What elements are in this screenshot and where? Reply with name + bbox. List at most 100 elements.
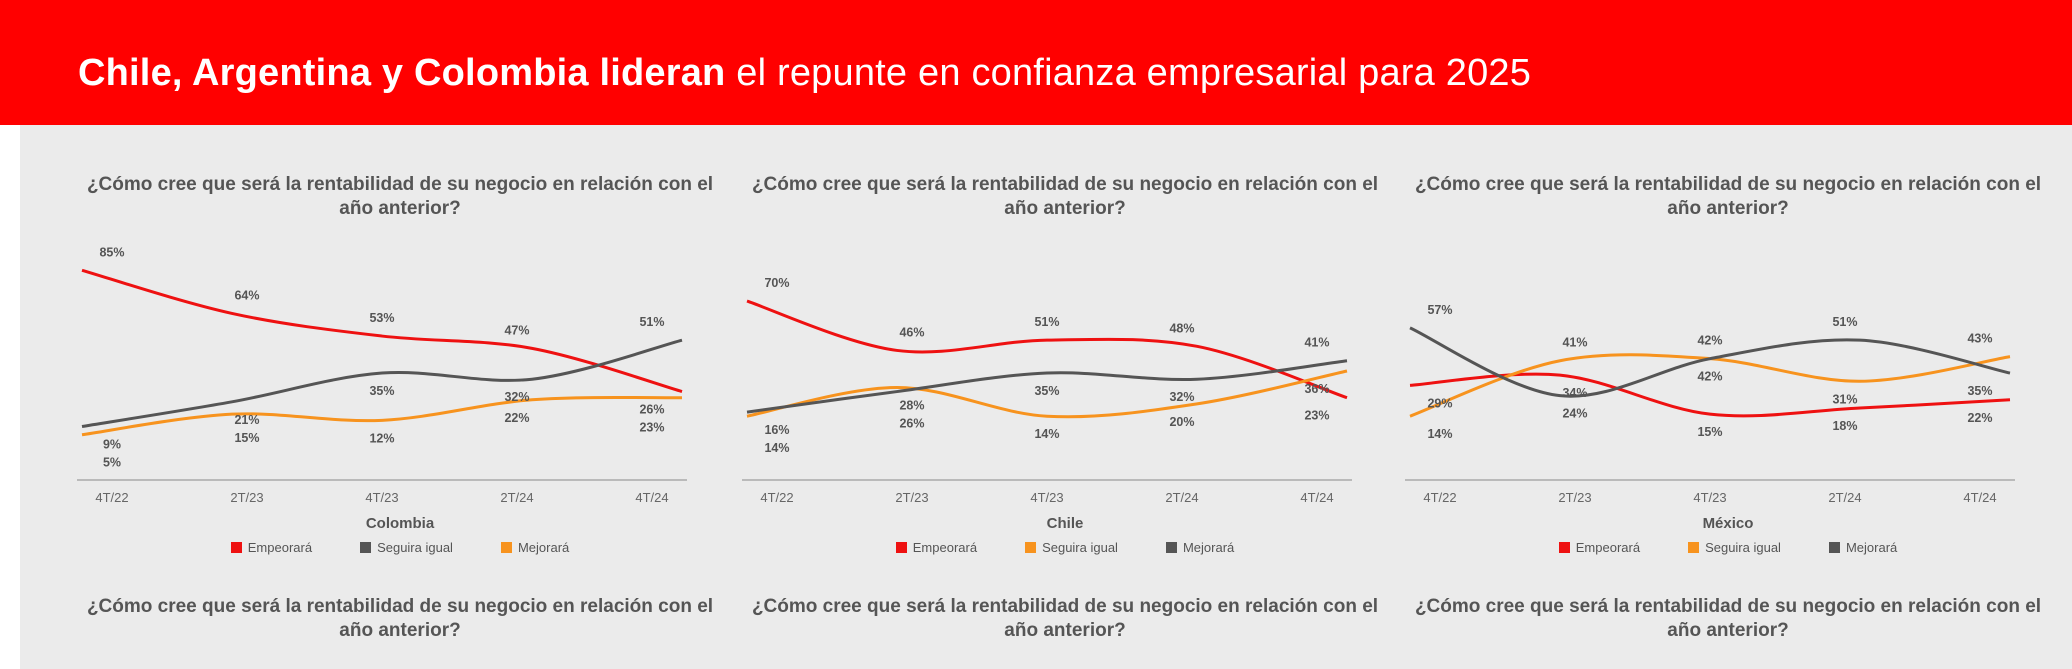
page-title: Chile, Argentina y Colombia lideran el r… xyxy=(78,52,1531,95)
series-line-1 xyxy=(81,338,683,428)
legend-item: Mejorará xyxy=(1828,540,1898,555)
legend: Empeorará Seguira igual Mejorará xyxy=(60,540,740,555)
legend-label: Mejorará xyxy=(1182,540,1235,555)
data-label: 16% xyxy=(764,423,789,437)
chart-title: ¿Cómo cree que será la rentabilidad de s… xyxy=(1414,174,2042,219)
data-label: 70% xyxy=(764,276,789,290)
data-label: 85% xyxy=(99,245,124,259)
legend-swatch xyxy=(1828,542,1840,553)
legend-swatch xyxy=(1165,542,1177,553)
legend-swatch xyxy=(230,542,242,553)
line-chart: 4T/22 2T/23 4T/23 2T/24 4T/24 70% 16% 14% 46% 28%… xyxy=(742,276,1352,505)
x-tick-label: 4T/23 xyxy=(1693,490,1726,505)
legend-label: Seguira igual xyxy=(1042,540,1118,555)
legend-swatch xyxy=(500,542,512,553)
data-label: 14% xyxy=(1427,427,1452,441)
x-tick-label: 2T/23 xyxy=(895,490,928,505)
data-label: 51% xyxy=(1832,315,1857,329)
legend-item: Empeorará xyxy=(230,540,313,555)
data-label: 14% xyxy=(1034,427,1059,441)
data-label: 15% xyxy=(1697,425,1722,439)
legend: Empeorará Seguira igual Mejorará xyxy=(725,540,1405,555)
series-line-2 xyxy=(81,395,683,437)
data-label: 5% xyxy=(103,456,121,470)
chart-title: ¿Cómo cree que será la rentabilidad de s… xyxy=(86,174,714,219)
legend-swatch xyxy=(360,542,372,553)
data-label: 35% xyxy=(369,384,394,398)
data-label: 41% xyxy=(1562,336,1587,350)
legend: Empeorará Seguira igual Mejorará xyxy=(1388,540,2068,555)
x-tick-label: 2T/23 xyxy=(230,490,263,505)
legend-swatch xyxy=(1688,542,1700,553)
country-label: Chile xyxy=(1046,515,1084,532)
legend-label: Empeorará xyxy=(247,540,313,555)
header-banner: Chile, Argentina y Colombia lideran el r… xyxy=(0,0,2072,125)
data-label: 18% xyxy=(1832,419,1857,433)
series-line-1 xyxy=(1409,353,2011,418)
data-label: 34% xyxy=(1562,386,1587,400)
data-label: 51% xyxy=(1034,315,1059,329)
legend-item: Seguira igual xyxy=(360,540,453,555)
data-label: 42% xyxy=(1697,334,1722,348)
data-label: 47% xyxy=(504,323,529,337)
legend-label: Seguira igual xyxy=(377,540,453,555)
data-label: 42% xyxy=(1697,370,1722,384)
data-label: 46% xyxy=(899,325,924,339)
chart-mexico: ¿Cómo cree que será la rentabilidad de s… xyxy=(1388,125,2068,669)
series-line-2 xyxy=(746,359,1348,414)
data-label: 14% xyxy=(764,441,789,455)
legend-item: Seguira igual xyxy=(1025,540,1118,555)
data-label: 26% xyxy=(899,416,924,430)
legend-swatch xyxy=(1025,542,1037,553)
series-line-2 xyxy=(1409,326,2011,398)
data-label: 22% xyxy=(1967,411,1992,425)
legend-swatch xyxy=(895,542,907,553)
data-label: 26% xyxy=(639,403,664,417)
line-chart: 4T/22 2T/23 4T/23 2T/24 4T/24 85% 9% 5% 64% 21% 15… xyxy=(77,245,687,505)
series-line-0 xyxy=(746,299,1348,400)
data-label: 23% xyxy=(1304,409,1329,423)
data-label: 51% xyxy=(639,315,664,329)
x-tick-label: 4T/22 xyxy=(95,490,128,505)
data-label: 35% xyxy=(1034,384,1059,398)
data-label: 64% xyxy=(234,288,259,302)
data-label: 24% xyxy=(1562,407,1587,421)
legend-label: Empeorará xyxy=(1575,540,1641,555)
bottom-chart-title: ¿Cómo cree que será la rentabilidad de s… xyxy=(86,596,714,641)
line-chart: 4T/22 2T/23 4T/23 2T/24 4T/24 57% 29% 14% 41% 34%… xyxy=(1405,303,2015,505)
legend-item: Empeorará xyxy=(895,540,977,555)
x-tick-label: 4T/22 xyxy=(1423,490,1456,505)
x-tick-label: 4T/24 xyxy=(1300,490,1333,505)
legend-item: Mejorará xyxy=(500,540,570,555)
data-label: 53% xyxy=(369,311,394,325)
x-tick-label: 2T/24 xyxy=(500,490,533,505)
data-label: 48% xyxy=(1169,321,1194,335)
data-label: 9% xyxy=(103,438,121,452)
legend-label: Mejorará xyxy=(1845,540,1898,555)
legend-item: Mejorará xyxy=(1165,540,1235,555)
data-label: 12% xyxy=(369,431,394,445)
title-rest: el repunte en confianza empresarial para… xyxy=(725,52,1532,94)
charts-panel: ¿Cómo cree que será la rentabilidad de s… xyxy=(20,125,2072,669)
data-label: 32% xyxy=(504,390,529,404)
bottom-chart-title: ¿Cómo cree que será la rentabilidad de s… xyxy=(751,596,1379,641)
x-tick-label: 2T/24 xyxy=(1165,490,1198,505)
title-bold: Chile, Argentina y Colombia lideran xyxy=(78,52,726,94)
data-label: 35% xyxy=(1967,384,1992,398)
x-tick-label: 4T/23 xyxy=(1030,490,1063,505)
x-tick-label: 2T/23 xyxy=(1558,490,1591,505)
data-label: 32% xyxy=(1169,390,1194,404)
data-label: 36% xyxy=(1304,382,1329,396)
data-label: 41% xyxy=(1304,336,1329,350)
series-line-0 xyxy=(81,268,683,393)
x-tick-label: 4T/22 xyxy=(760,490,793,505)
legend-item: Seguira igual xyxy=(1688,540,1781,555)
legend-label: Mejorará xyxy=(517,540,570,555)
data-label: 29% xyxy=(1427,396,1452,410)
data-label: 20% xyxy=(1169,415,1194,429)
x-tick-label: 4T/24 xyxy=(635,490,668,505)
x-tick-label: 2T/24 xyxy=(1828,490,1861,505)
legend-label: Seguira igual xyxy=(1705,540,1781,555)
chart-colombia: ¿Cómo cree que será la rentabilidad de s… xyxy=(60,125,740,669)
x-tick-label: 4T/23 xyxy=(365,490,398,505)
